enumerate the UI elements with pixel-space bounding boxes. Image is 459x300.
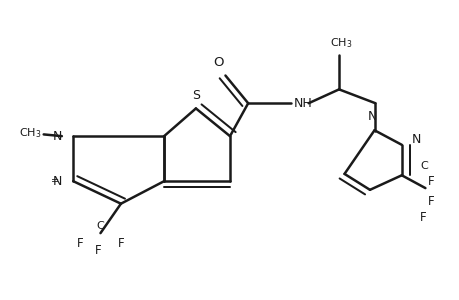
Text: F: F [427, 175, 433, 188]
Text: N: N [411, 133, 420, 146]
Text: C: C [96, 221, 104, 231]
Text: O: O [213, 56, 224, 69]
Text: CH$_3$: CH$_3$ [19, 126, 41, 140]
Text: F: F [419, 211, 425, 224]
Text: S: S [191, 88, 200, 101]
Text: F: F [77, 237, 83, 250]
Text: =: = [50, 176, 59, 186]
Text: CH$_3$: CH$_3$ [330, 36, 352, 50]
Text: F: F [118, 237, 124, 250]
Text: C: C [420, 161, 427, 171]
Text: F: F [427, 196, 433, 208]
Text: NH: NH [293, 97, 312, 110]
Text: N: N [367, 110, 376, 123]
Text: N: N [52, 130, 62, 142]
Text: F: F [95, 244, 101, 256]
Text: N: N [52, 175, 62, 188]
